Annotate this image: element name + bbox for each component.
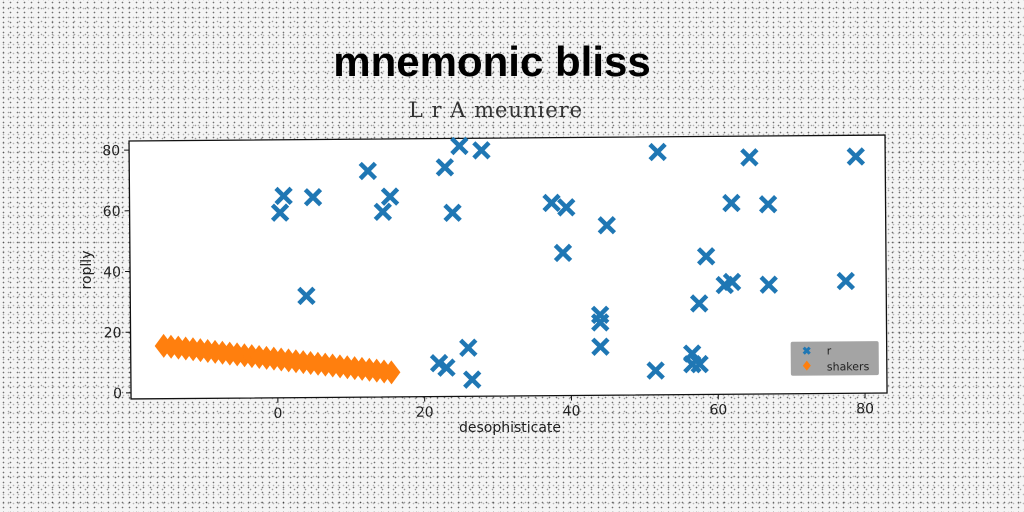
data-point-r (646, 361, 665, 380)
y-tick-label: 20 (104, 325, 122, 341)
x-axis: 0 20 40 60 80 (273, 393, 874, 422)
data-point-r (740, 148, 759, 167)
legend-label-r: r (827, 344, 832, 357)
x-axis-label: desophisticate (459, 420, 561, 436)
x-tick-label: 80 (856, 401, 874, 417)
data-point-r (759, 275, 778, 294)
chart-subtitle: L r A meuniere (409, 98, 583, 122)
data-point-r (274, 186, 293, 206)
data-point-r (542, 193, 561, 213)
data-point-r (373, 202, 393, 222)
data-point-r (450, 136, 469, 156)
legend: r shakers (790, 341, 879, 376)
data-point-r (462, 370, 482, 389)
x-tick-label: 0 (273, 406, 282, 422)
x-tick-label: 60 (709, 402, 727, 418)
x-tick-label: 40 (563, 403, 581, 419)
data-point-r (435, 158, 455, 177)
data-point-r (297, 286, 316, 306)
data-point-r (689, 294, 709, 313)
y-tick-label: 0 (113, 386, 122, 402)
data-point-r (590, 305, 610, 325)
legend-marker-r (802, 346, 811, 355)
x-tick-label: 20 (416, 405, 434, 421)
data-point-r (597, 216, 617, 235)
data-marks (154, 136, 866, 389)
data-point-r (591, 337, 610, 356)
y-tick-label: 60 (103, 204, 121, 220)
data-point-r (846, 147, 866, 166)
data-point-r (722, 272, 742, 292)
y-axis: 0 20 40 60 80 (102, 143, 132, 402)
y-tick-label: 80 (102, 143, 120, 159)
data-point-r (437, 358, 456, 377)
chart-title: mnemonic bliss (333, 38, 650, 85)
data-point-r (758, 195, 778, 214)
y-tick-label: 40 (103, 265, 121, 281)
data-point-r (443, 203, 462, 223)
y-axis-label: roplly (79, 251, 95, 290)
data-point-r (270, 203, 290, 222)
data-point-r (358, 161, 378, 181)
data-point-r (472, 141, 491, 160)
data-point-r (690, 354, 709, 374)
legend-marker-shakers (802, 360, 811, 371)
data-point-r (459, 338, 478, 357)
data-point-r (648, 142, 667, 162)
data-point-r (380, 187, 400, 206)
legend-label-shakers: shakers (827, 360, 870, 373)
plot-area: 0 20 40 60 80 0 20 40 60 80 r shakers (102, 134, 888, 422)
data-point-r (303, 187, 323, 207)
data-point-r (696, 247, 716, 266)
data-point-r (557, 198, 576, 217)
data-point-r (553, 243, 573, 263)
data-point-r (722, 193, 741, 213)
data-point-shakers (382, 360, 401, 385)
legend-box (790, 341, 879, 376)
data-point-r (836, 271, 856, 291)
